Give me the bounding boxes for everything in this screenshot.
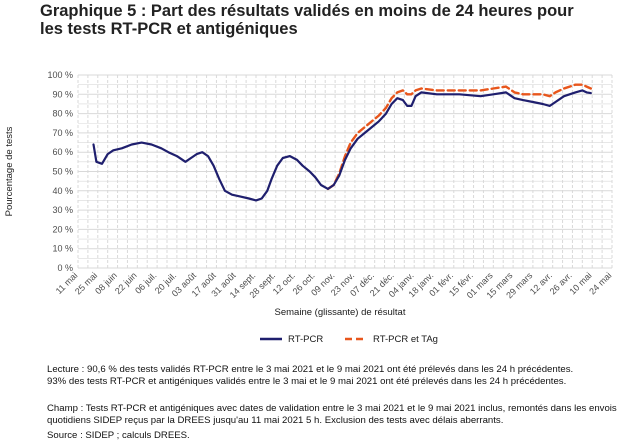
champ-line-2: quotidiens SIDEP reçus par la DREES jusq…	[47, 415, 504, 426]
champ-note: Champ : Tests RT-PCR et antigéniques ave…	[47, 403, 627, 427]
legend: RT-PCR RT-PCR et TAg	[260, 334, 438, 345]
source-line: Source : SIDEP ; calculs DREES.	[47, 430, 190, 441]
y-tick-label: 0 %	[57, 263, 73, 273]
legend-label: RT-PCR	[288, 334, 323, 345]
legend-item-rtpcr: RT-PCR	[260, 334, 323, 345]
y-tick-label: 60 %	[52, 147, 73, 157]
lecture-line-1: Lecture : 90,6 % des tests validés RT-PC…	[47, 364, 574, 375]
lecture-line-2: 93% des tests RT-PCR et antigéniques val…	[47, 376, 567, 387]
series-line-rtpcr	[92, 89, 592, 202]
y-tick-label: 70 %	[52, 128, 73, 138]
series-line-rtpcr-tag	[326, 83, 592, 191]
y-tick-label: 20 %	[52, 224, 73, 234]
lecture-note: Lecture : 90,6 % des tests validés RT-PC…	[47, 364, 627, 388]
legend-label: RT-PCR et TAg	[373, 334, 438, 345]
chart-title-line-1: Graphique 5 : Part des résultats validés…	[40, 2, 574, 20]
chart-title-line-2: les tests RT-PCR et antigéniques	[40, 20, 298, 38]
y-tick-label: 40 %	[52, 186, 73, 196]
source-note: Source : SIDEP ; calculs DREES.	[47, 430, 627, 442]
champ-line-1: Champ : Tests RT-PCR et antigéniques ave…	[47, 403, 617, 414]
y-tick-label: 50 %	[52, 167, 73, 177]
legend-item-rtpcr-tag: RT-PCR et TAg	[345, 334, 438, 345]
x-tick-label: 24 mai	[587, 270, 613, 296]
x-axis-title: Semaine (glissante) de résultat	[275, 307, 406, 318]
y-tick-label: 30 %	[52, 205, 73, 215]
y-tick-label: 100 %	[47, 70, 73, 80]
x-tick-label: 22 juin	[113, 270, 139, 296]
y-tick-label: 90 %	[52, 89, 73, 99]
y-tick-label: 80 %	[52, 109, 73, 119]
chart-title: Graphique 5 : Part des résultats validés…	[40, 2, 630, 38]
y-tick-label: 10 %	[52, 244, 73, 254]
y-axis-title: Pourcentage de tests	[4, 126, 15, 216]
